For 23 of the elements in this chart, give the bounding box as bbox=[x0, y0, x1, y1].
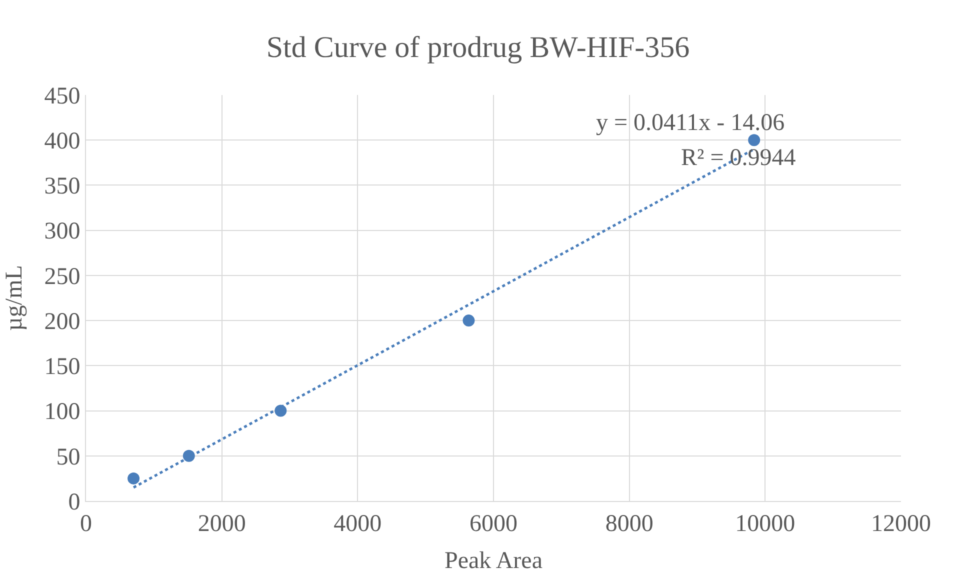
y-tick-label: 350 bbox=[44, 174, 80, 200]
y-tick-label: 400 bbox=[44, 128, 80, 155]
y-axis-title: µg/mL bbox=[1, 265, 28, 331]
x-tick-label: 12000 bbox=[871, 510, 931, 537]
y-tick-label: 250 bbox=[44, 264, 80, 290]
x-axis-title: Peak Area bbox=[444, 548, 543, 574]
x-tick-label: 6000 bbox=[470, 510, 518, 537]
y-tick-label: 450 bbox=[44, 83, 80, 110]
x-tick-label: 10000 bbox=[735, 510, 796, 537]
y-tick-label: 50 bbox=[56, 444, 80, 470]
y-tick-label: 300 bbox=[44, 218, 80, 245]
y-tick-label: 100 bbox=[44, 399, 80, 426]
point bbox=[462, 314, 475, 327]
x-tick-label: 4000 bbox=[334, 510, 382, 537]
point bbox=[748, 134, 760, 146]
x-tick-label: 8000 bbox=[605, 510, 654, 537]
point bbox=[128, 472, 140, 484]
chart-title: Std Curve of prodrug BW-HIF-356 bbox=[266, 30, 690, 64]
y-tick-label: 200 bbox=[44, 308, 80, 335]
y-tick-label: 0 bbox=[68, 489, 80, 516]
x-tick-label: 2000 bbox=[198, 510, 246, 537]
y-tick-label: 150 bbox=[44, 354, 80, 380]
annotation: y = 0.0411x - 14.06 bbox=[596, 110, 785, 136]
